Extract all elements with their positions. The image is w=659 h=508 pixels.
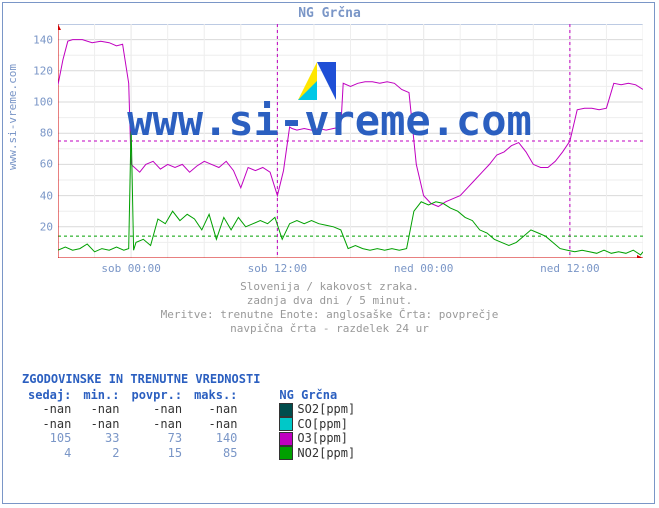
table-header: povpr.:: [125, 388, 188, 402]
legend-swatch-icon: [279, 446, 293, 460]
table-cell: -nan: [22, 402, 77, 417]
table-cell: 140: [188, 431, 243, 446]
y-tick-label: 100: [33, 96, 53, 109]
y-tick-label: 60: [40, 158, 53, 171]
x-tick-label: sob 12:00: [248, 262, 308, 275]
table-cell: -nan: [77, 417, 125, 432]
legend-item: O3[ppm]: [269, 431, 361, 446]
legend-label: NO2[ppm]: [297, 446, 355, 460]
chart-plot-area: [58, 24, 643, 258]
legend-title: NG Grčna: [269, 388, 361, 402]
table-cell: 85: [188, 446, 243, 461]
table-cell: -nan: [77, 402, 125, 417]
table-row: -nan-nan-nan-nanSO2[ppm]: [22, 402, 361, 417]
x-tick-label: ned 12:00: [540, 262, 600, 275]
table-cell: 15: [125, 446, 188, 461]
x-tick-label: ned 00:00: [394, 262, 454, 275]
table-cell: -nan: [125, 402, 188, 417]
table-header: sedaj:: [22, 388, 77, 402]
y-tick-label: 140: [33, 33, 53, 46]
stats-table: sedaj:min.:povpr.:maks.:NG Grčna -nan-na…: [22, 388, 361, 460]
caption-line-1: Slovenija / kakovost zraka.: [0, 280, 659, 294]
y-tick-label: 120: [33, 64, 53, 77]
legend-swatch-icon: [279, 403, 293, 417]
table-cell: 2: [77, 446, 125, 461]
legend-label: O3[ppm]: [297, 431, 348, 445]
caption-line-3: Meritve: trenutne Enote: anglosaške Črta…: [0, 308, 659, 322]
table-cell: 73: [125, 431, 188, 446]
table-row: 1053373140 O3[ppm]: [22, 431, 361, 446]
table-row: 421585 NO2[ppm]: [22, 446, 361, 461]
legend-item: CO[ppm]: [269, 417, 361, 432]
table-cell: -nan: [125, 417, 188, 432]
legend-swatch-icon: [279, 417, 293, 431]
table-cell: -nan: [188, 402, 243, 417]
table-row: -nan-nan-nan-nanCO[ppm]: [22, 417, 361, 432]
legend-swatch-icon: [279, 432, 293, 446]
table-cell: 4: [22, 446, 77, 461]
table-header: min.:: [77, 388, 125, 402]
y-tick-label: 40: [40, 189, 53, 202]
table-cell: -nan: [188, 417, 243, 432]
table-cell: -nan: [22, 417, 77, 432]
legend-item: NO2[ppm]: [269, 446, 361, 461]
legend-label: SO2[ppm]: [297, 402, 355, 416]
legend-item: SO2[ppm]: [269, 402, 361, 417]
y-tick-label: 20: [40, 220, 53, 233]
x-tick-label: sob 00:00: [101, 262, 161, 275]
table-cell: 33: [77, 431, 125, 446]
table-header: maks.:: [188, 388, 243, 402]
y-axis-site-label: www.si-vreme.com: [6, 64, 19, 170]
stats-table-container: ZGODOVINSKE IN TRENUTNE VREDNOSTI sedaj:…: [22, 372, 361, 460]
chart-title: NG Grčna: [0, 6, 659, 21]
legend-label: CO[ppm]: [297, 417, 348, 431]
y-tick-label: 80: [40, 127, 53, 140]
watermark-logo-icon: [298, 62, 336, 100]
caption-line-4: navpična črta - razdelek 24 ur: [0, 322, 659, 336]
stats-table-title: ZGODOVINSKE IN TRENUTNE VREDNOSTI: [22, 372, 361, 386]
table-cell: 105: [22, 431, 77, 446]
caption-line-2: zadnja dva dni / 5 minut.: [0, 294, 659, 308]
